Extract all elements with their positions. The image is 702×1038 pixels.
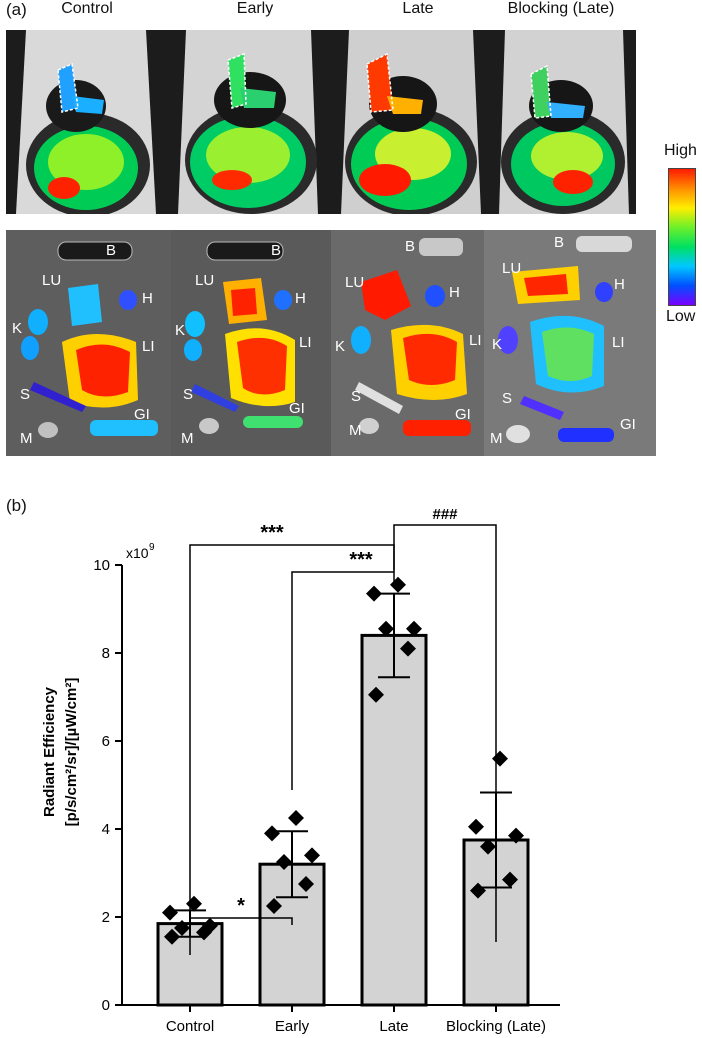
organ-label-gi-blocking: GI	[620, 416, 636, 433]
panel-a-label: (a)	[6, 0, 27, 19]
organ-label-lu-late: LU	[345, 274, 365, 291]
organ-label-b-blocking: B	[554, 234, 565, 251]
organ-label-h: H	[142, 290, 153, 307]
x-tick-label-0: Control	[166, 1018, 214, 1035]
significance-label-2: ***	[260, 522, 284, 544]
organ-image-row: B LU H K LI S M GI B LU H K LI S M GI	[6, 230, 656, 456]
column-label-early: Early	[236, 0, 274, 17]
organ-label-k-early: K	[175, 322, 186, 339]
data-point-2-4	[366, 585, 382, 602]
organ-label-gi: GI	[134, 406, 150, 423]
organ-label-b: B	[106, 242, 117, 259]
chart-plot-area: 0 2 4 6 8 10 x10 9 Control Early Late Blocking (Lat…	[93, 506, 560, 1035]
organ-label-s-blocking: S	[502, 390, 513, 407]
column-label-blocking-late: Blocking (Late)	[507, 0, 615, 17]
organ-image-late: B LU H K LI S M GI	[331, 230, 484, 456]
y-tick-label-10: 10	[93, 557, 110, 574]
data-point-2-2	[378, 620, 394, 637]
organ-label-lu-early: LU	[195, 272, 215, 289]
data-point-0-5	[186, 895, 202, 912]
organ-image-control: B LU H K LI S M GI	[6, 230, 171, 456]
data-point-1-3	[304, 847, 320, 864]
colorbar-low-label: Low	[666, 308, 696, 325]
organ-label-li: LI	[142, 338, 155, 355]
radiant-efficiency-bar-chart: Radiant Efficiency [p/s/cm²/sr]/[µW/cm²]…	[41, 506, 560, 1035]
organ-label-lu-blocking: LU	[502, 260, 522, 277]
mouse-image-early	[166, 30, 331, 214]
organ-image-blocking-late: B LU H K LI S M GI	[484, 230, 656, 456]
x-tick-label-1: Early	[275, 1018, 310, 1035]
organ-label-b-early: B	[271, 242, 282, 259]
significance-bracket-0	[189, 917, 293, 955]
bar-2	[360, 633, 428, 1007]
data-point-2-5	[390, 576, 406, 593]
organ-label-h-late: H	[449, 284, 460, 301]
data-point-1-2	[276, 854, 292, 870]
organ-label-h-blocking: H	[614, 276, 625, 293]
data-point-3-0	[470, 882, 486, 899]
organ-label-li-blocking: LI	[612, 334, 625, 351]
significance-label-1: ***	[349, 549, 373, 571]
significance-label-0: *	[237, 895, 245, 917]
data-point-1-0	[266, 898, 282, 914]
y-tick-label-6: 6	[102, 733, 110, 750]
significance-label-3: ###	[432, 506, 458, 523]
colorbar	[668, 168, 696, 306]
data-point-2-3	[406, 620, 422, 637]
data-point-2-1	[400, 640, 416, 657]
organ-label-gi-late: GI	[455, 406, 471, 423]
data-point-1-1	[298, 876, 314, 892]
organ-label-gi-early: GI	[289, 400, 305, 417]
organ-label-m-blocking: M	[490, 430, 503, 447]
organ-label-b-late: B	[405, 238, 416, 255]
whole-body-image-row	[6, 30, 636, 214]
data-point-1-4	[264, 825, 280, 842]
data-point-3-1	[502, 871, 518, 888]
data-point-0-4	[162, 904, 178, 921]
data-point-3-3	[508, 827, 524, 844]
data-point-1-5	[288, 810, 304, 826]
organ-label-li-early: LI	[299, 334, 312, 351]
data-point-3-2	[480, 838, 496, 855]
significance-bracket-3	[393, 524, 497, 942]
organ-label-h-early: H	[295, 290, 306, 307]
organ-label-k: K	[12, 320, 23, 337]
x-tick-label-2: Late	[379, 1018, 408, 1035]
organ-label-s: S	[20, 386, 31, 403]
y-axis-title-line2: [p/s/cm²/sr]/[µW/cm²]	[63, 678, 80, 827]
organ-label-s-late: S	[351, 388, 362, 405]
y-tick-label-2: 2	[102, 909, 110, 926]
mouse-image-late	[331, 30, 491, 214]
organ-label-m-early: M	[181, 430, 194, 447]
organ-label-li-late: LI	[469, 332, 482, 349]
mouse-image-blocking-late	[491, 30, 636, 214]
data-point-2-0	[368, 686, 384, 703]
significance-bracket-1	[291, 571, 395, 790]
data-point-3-5	[492, 750, 508, 767]
data-point-0-3	[202, 917, 218, 934]
data-point-3-4	[468, 818, 484, 835]
panel-b-label: (b)	[6, 496, 27, 515]
data-point-0-2	[174, 920, 190, 936]
organ-label-k-late: K	[335, 338, 346, 355]
y-axis-multiplier-exponent: 9	[149, 542, 155, 553]
y-tick-label-0: 0	[102, 997, 110, 1014]
organ-label-k-blocking: K	[492, 336, 503, 353]
x-tick-label-3: Blocking (Late)	[446, 1018, 546, 1035]
data-point-0-0	[164, 928, 180, 945]
y-axis-multiplier: x10	[126, 545, 149, 561]
colorbar-high-label: High	[664, 142, 697, 159]
column-label-late: Late	[402, 0, 434, 17]
y-tick-label-8: 8	[102, 645, 110, 662]
organ-image-early: B LU H K LI S M GI	[171, 230, 331, 456]
y-tick-label-4: 4	[102, 821, 110, 838]
column-label-control: Control	[61, 0, 113, 17]
organ-label-s-early: S	[183, 386, 194, 403]
y-axis-title-line1: Radiant Efficiency	[41, 686, 58, 817]
mouse-image-control	[6, 30, 166, 214]
organ-label-lu: LU	[42, 272, 62, 289]
organ-label-m: M	[20, 430, 33, 447]
organ-label-m-late: M	[349, 422, 362, 439]
